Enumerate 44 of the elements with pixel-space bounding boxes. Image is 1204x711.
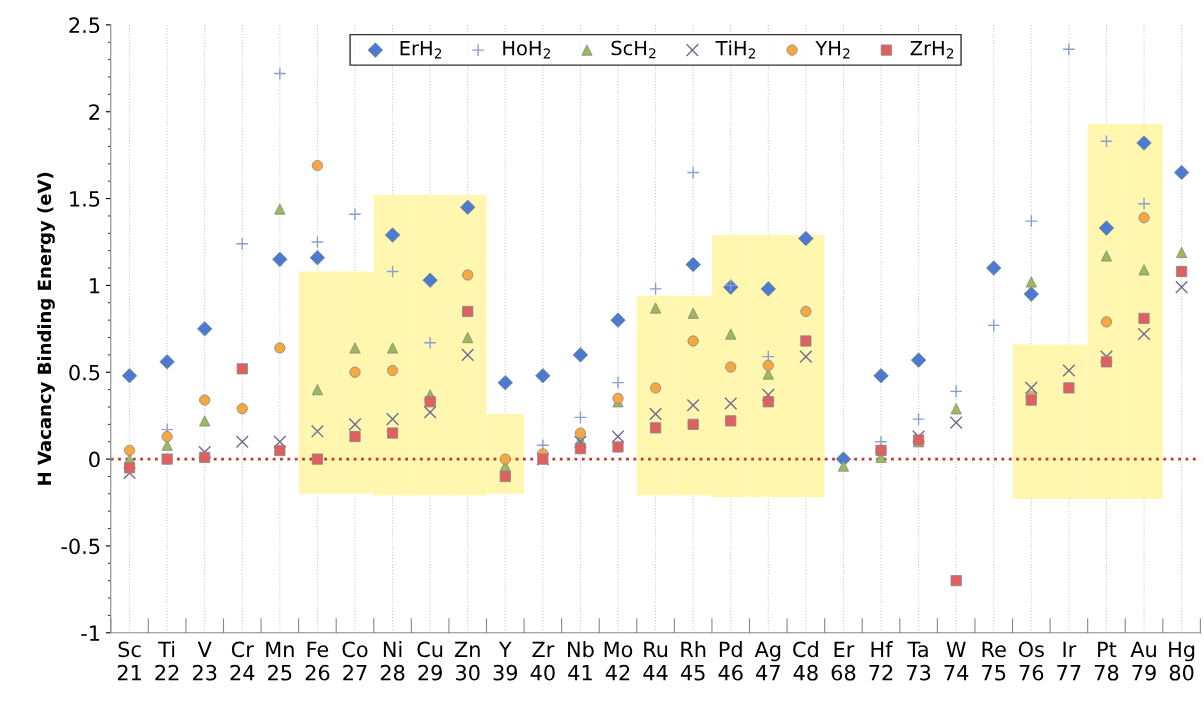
y-tick-label: 2.5 bbox=[69, 17, 100, 34]
x-tick-label: Hf 72 bbox=[869, 641, 893, 681]
legend-label: YH$_{2}$ bbox=[815, 41, 850, 59]
x-tick-label: Ir 77 bbox=[1057, 641, 1081, 681]
x-tick-label: Co 27 bbox=[342, 641, 368, 681]
y-tick-label: 1 bbox=[90, 278, 100, 294]
x-tick-label: Zn 30 bbox=[454, 641, 480, 681]
x-tick-label: Zr 40 bbox=[530, 641, 555, 681]
x-tick-label: Rh 45 bbox=[680, 641, 706, 681]
legend-label: HoH$_{2}$ bbox=[503, 41, 551, 59]
y-tick-label: 0.5 bbox=[69, 364, 100, 381]
x-tick-label: Pt 78 bbox=[1094, 641, 1119, 681]
x-tick-label: Fe 26 bbox=[305, 641, 330, 681]
x-tick-label: Ta 73 bbox=[907, 641, 931, 681]
x-tick-label: Cu 29 bbox=[417, 641, 443, 681]
x-tick-label: V 23 bbox=[192, 641, 217, 681]
legend-label: ZrH$_{2}$ bbox=[910, 41, 954, 59]
x-tick-label: Pd 46 bbox=[718, 641, 743, 681]
x-tick-label: Y 39 bbox=[493, 641, 518, 681]
y-axis-title: H Vacancy Binding Energy (eV) bbox=[37, 172, 55, 485]
x-tick-label: Er 68 bbox=[831, 641, 856, 681]
y-tick-label: 0 bbox=[89, 451, 100, 468]
x-tick-label: Mo 42 bbox=[604, 641, 633, 681]
x-tick-label: Cr 24 bbox=[230, 641, 255, 681]
legend-label: ErH$_{2}$ bbox=[400, 41, 442, 59]
x-tick-label: Ru 44 bbox=[643, 641, 668, 681]
x-tick-label: Ni 28 bbox=[380, 641, 405, 681]
x-tick-label: Mn 25 bbox=[266, 641, 294, 681]
y-tick-label: -1 bbox=[81, 625, 100, 641]
x-tick-label: Ag 47 bbox=[754, 641, 781, 681]
x-tick-label: Cd 48 bbox=[793, 641, 818, 681]
x-tick-label: Os 76 bbox=[1018, 641, 1044, 681]
legend-label: TiH$_{2}$ bbox=[715, 40, 756, 59]
y-tick-label: 1.5 bbox=[70, 191, 100, 207]
x-tick-label: W 74 bbox=[944, 641, 969, 681]
x-tick-label: Re 75 bbox=[982, 641, 1006, 681]
x-tick-label: Nb 41 bbox=[568, 641, 594, 681]
x-tick-label: Ti 22 bbox=[155, 641, 179, 681]
y-tick-label: 2 bbox=[89, 104, 99, 120]
y-tick-label: -0.5 bbox=[61, 538, 100, 555]
x-tick-label: Au 79 bbox=[1130, 641, 1156, 681]
x-tick-label: Hg 80 bbox=[1169, 641, 1195, 681]
x-tick-label: Sc 21 bbox=[117, 641, 141, 681]
legend-label: ScH$_{2}$ bbox=[611, 40, 656, 59]
